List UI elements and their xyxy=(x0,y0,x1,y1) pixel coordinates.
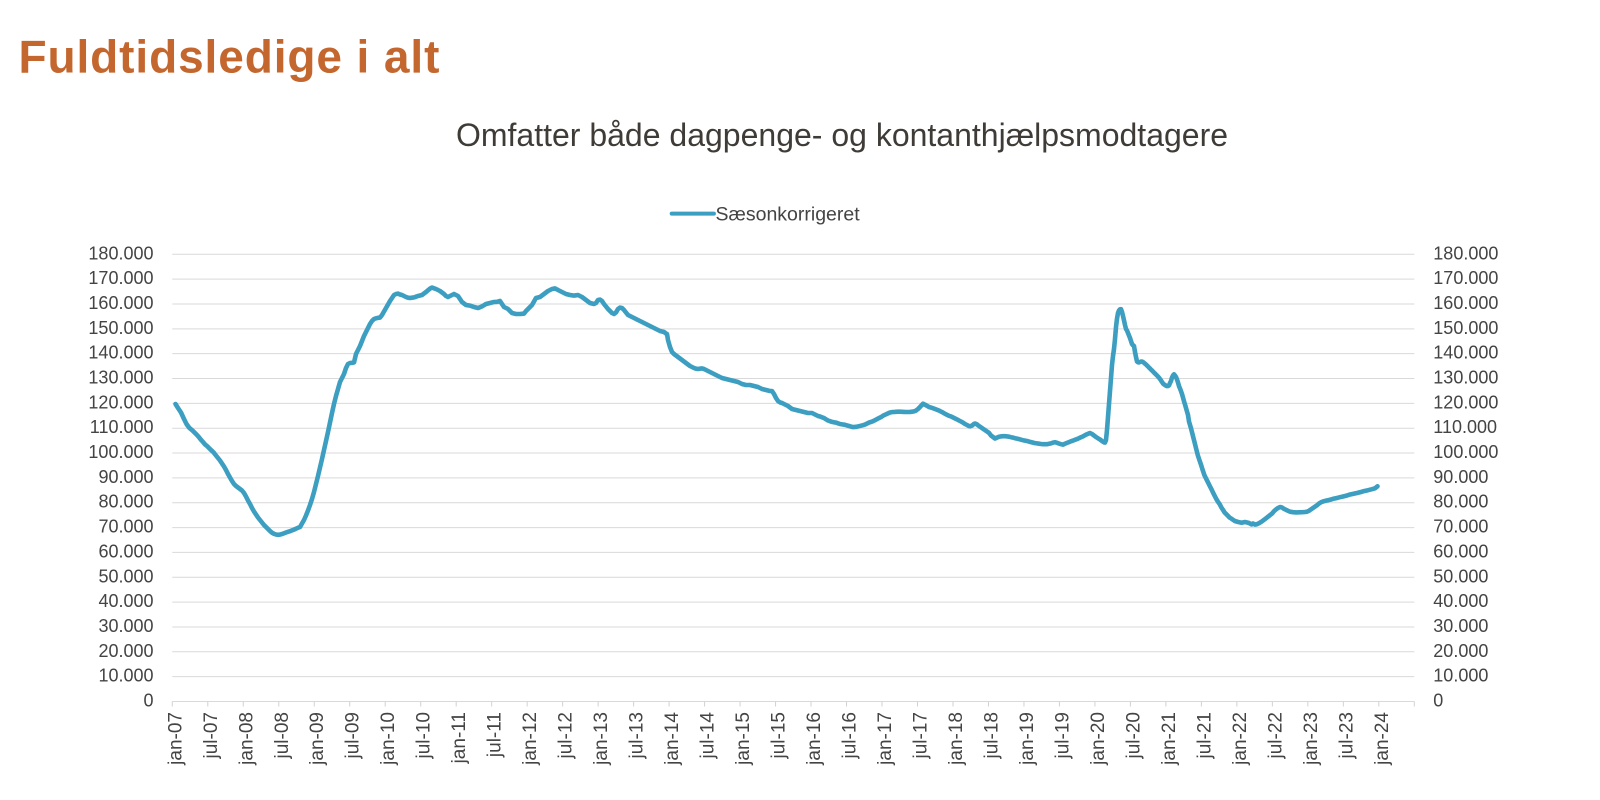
svg-text:30.000: 30.000 xyxy=(1433,616,1488,636)
svg-text:170.000: 170.000 xyxy=(88,268,153,288)
svg-text:80.000: 80.000 xyxy=(98,492,153,512)
svg-text:jul-14: jul-14 xyxy=(698,712,719,760)
svg-text:jan-16: jan-16 xyxy=(804,712,825,766)
svg-text:jul-09: jul-09 xyxy=(343,712,364,759)
svg-text:70.000: 70.000 xyxy=(1433,517,1488,537)
svg-text:jan-08: jan-08 xyxy=(236,712,257,766)
svg-text:jan-07: jan-07 xyxy=(165,712,186,766)
svg-text:jan-19: jan-19 xyxy=(1017,712,1038,766)
svg-text:jan-21: jan-21 xyxy=(1159,712,1180,766)
svg-text:jul-13: jul-13 xyxy=(627,712,648,759)
svg-text:90.000: 90.000 xyxy=(1433,467,1488,487)
svg-text:140.000: 140.000 xyxy=(88,343,153,363)
svg-text:jan-15: jan-15 xyxy=(733,712,754,766)
svg-text:40.000: 40.000 xyxy=(98,591,153,611)
svg-text:20.000: 20.000 xyxy=(1433,641,1488,661)
svg-text:jan-23: jan-23 xyxy=(1301,712,1322,766)
svg-text:jul-20: jul-20 xyxy=(1123,712,1144,759)
svg-text:jul-23: jul-23 xyxy=(1336,712,1357,759)
svg-text:jul-08: jul-08 xyxy=(272,712,293,759)
svg-text:jan-13: jan-13 xyxy=(591,712,612,766)
svg-text:160.000: 160.000 xyxy=(1433,293,1498,313)
svg-text:180.000: 180.000 xyxy=(1433,243,1498,263)
svg-text:50.000: 50.000 xyxy=(98,566,153,586)
svg-text:jul-19: jul-19 xyxy=(1052,712,1073,759)
svg-text:30.000: 30.000 xyxy=(98,616,153,636)
svg-text:jul-18: jul-18 xyxy=(981,712,1002,759)
svg-text:jul-15: jul-15 xyxy=(769,712,790,759)
svg-text:Sæsonkorrigeret: Sæsonkorrigeret xyxy=(716,204,861,226)
svg-text:160.000: 160.000 xyxy=(88,293,153,313)
svg-text:110.000: 110.000 xyxy=(90,417,154,437)
svg-text:60.000: 60.000 xyxy=(98,541,153,561)
svg-text:130.000: 130.000 xyxy=(88,368,153,388)
svg-text:80.000: 80.000 xyxy=(1433,492,1488,512)
svg-text:jan-14: jan-14 xyxy=(662,712,683,766)
svg-text:130.000: 130.000 xyxy=(1433,368,1498,388)
svg-text:jan-24: jan-24 xyxy=(1372,712,1393,766)
svg-text:jan-09: jan-09 xyxy=(307,712,328,766)
svg-text:jul-16: jul-16 xyxy=(840,712,861,759)
svg-text:140.000: 140.000 xyxy=(1433,343,1498,363)
svg-text:100.000: 100.000 xyxy=(88,442,153,462)
svg-text:jul-12: jul-12 xyxy=(556,712,577,759)
svg-text:jul-07: jul-07 xyxy=(201,712,222,759)
svg-text:60.000: 60.000 xyxy=(1433,541,1488,561)
svg-text:10.000: 10.000 xyxy=(98,666,153,686)
svg-text:jul-11: jul-11 xyxy=(485,712,506,758)
svg-text:50.000: 50.000 xyxy=(1433,566,1488,586)
svg-text:10.000: 10.000 xyxy=(1433,666,1488,686)
svg-text:jan-12: jan-12 xyxy=(520,712,541,766)
svg-text:110.000: 110.000 xyxy=(1433,417,1497,437)
svg-text:120.000: 120.000 xyxy=(1433,392,1498,412)
svg-text:jan-17: jan-17 xyxy=(875,712,896,766)
svg-text:Fuldtidsledige i alt: Fuldtidsledige i alt xyxy=(19,31,441,83)
svg-text:jul-21: jul-21 xyxy=(1194,712,1215,759)
svg-text:jan-18: jan-18 xyxy=(946,712,967,766)
svg-text:jul-17: jul-17 xyxy=(911,712,932,759)
svg-text:jan-11: jan-11 xyxy=(449,712,470,764)
svg-text:150.000: 150.000 xyxy=(88,318,153,338)
svg-text:170.000: 170.000 xyxy=(1433,268,1498,288)
svg-text:90.000: 90.000 xyxy=(98,467,153,487)
svg-text:180.000: 180.000 xyxy=(88,243,153,263)
svg-text:jan-10: jan-10 xyxy=(378,712,399,766)
svg-text:jan-22: jan-22 xyxy=(1230,712,1251,766)
svg-text:jan-20: jan-20 xyxy=(1088,712,1109,766)
svg-text:100.000: 100.000 xyxy=(1433,442,1498,462)
svg-text:0: 0 xyxy=(143,691,153,711)
svg-text:jul-10: jul-10 xyxy=(414,712,435,759)
svg-text:150.000: 150.000 xyxy=(1433,318,1498,338)
svg-text:jul-22: jul-22 xyxy=(1265,712,1286,759)
svg-text:Omfatter både dagpenge- og kon: Omfatter både dagpenge- og kontanthjælps… xyxy=(456,117,1228,153)
svg-text:70.000: 70.000 xyxy=(98,517,153,537)
svg-text:0: 0 xyxy=(1433,691,1443,711)
svg-text:20.000: 20.000 xyxy=(98,641,153,661)
svg-text:40.000: 40.000 xyxy=(1433,591,1488,611)
svg-text:120.000: 120.000 xyxy=(88,392,153,412)
